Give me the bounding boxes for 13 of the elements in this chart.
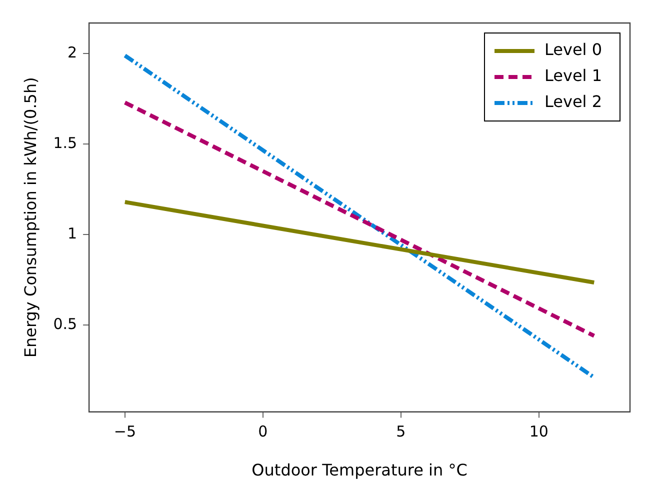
x-tick-label: −5 <box>114 422 136 441</box>
legend-label: Level 0 <box>544 40 602 60</box>
y-axis-title: Energy Consumption in kWh/(0.5h) <box>20 77 40 358</box>
x-axis-title: Outdoor Temperature in °C <box>252 460 468 480</box>
y-tick-label: 0.5 <box>53 314 78 333</box>
legend-label: Level 2 <box>544 92 602 112</box>
legend-label: Level 1 <box>544 66 602 86</box>
x-tick-label: 5 <box>396 422 406 441</box>
y-tick-label: 2 <box>68 44 78 62</box>
x-tick-label: 10 <box>529 422 548 441</box>
x-tick-label: 0 <box>258 422 268 441</box>
y-tick-label: 1 <box>68 224 78 242</box>
y-tick-label: 1.5 <box>53 134 78 152</box>
